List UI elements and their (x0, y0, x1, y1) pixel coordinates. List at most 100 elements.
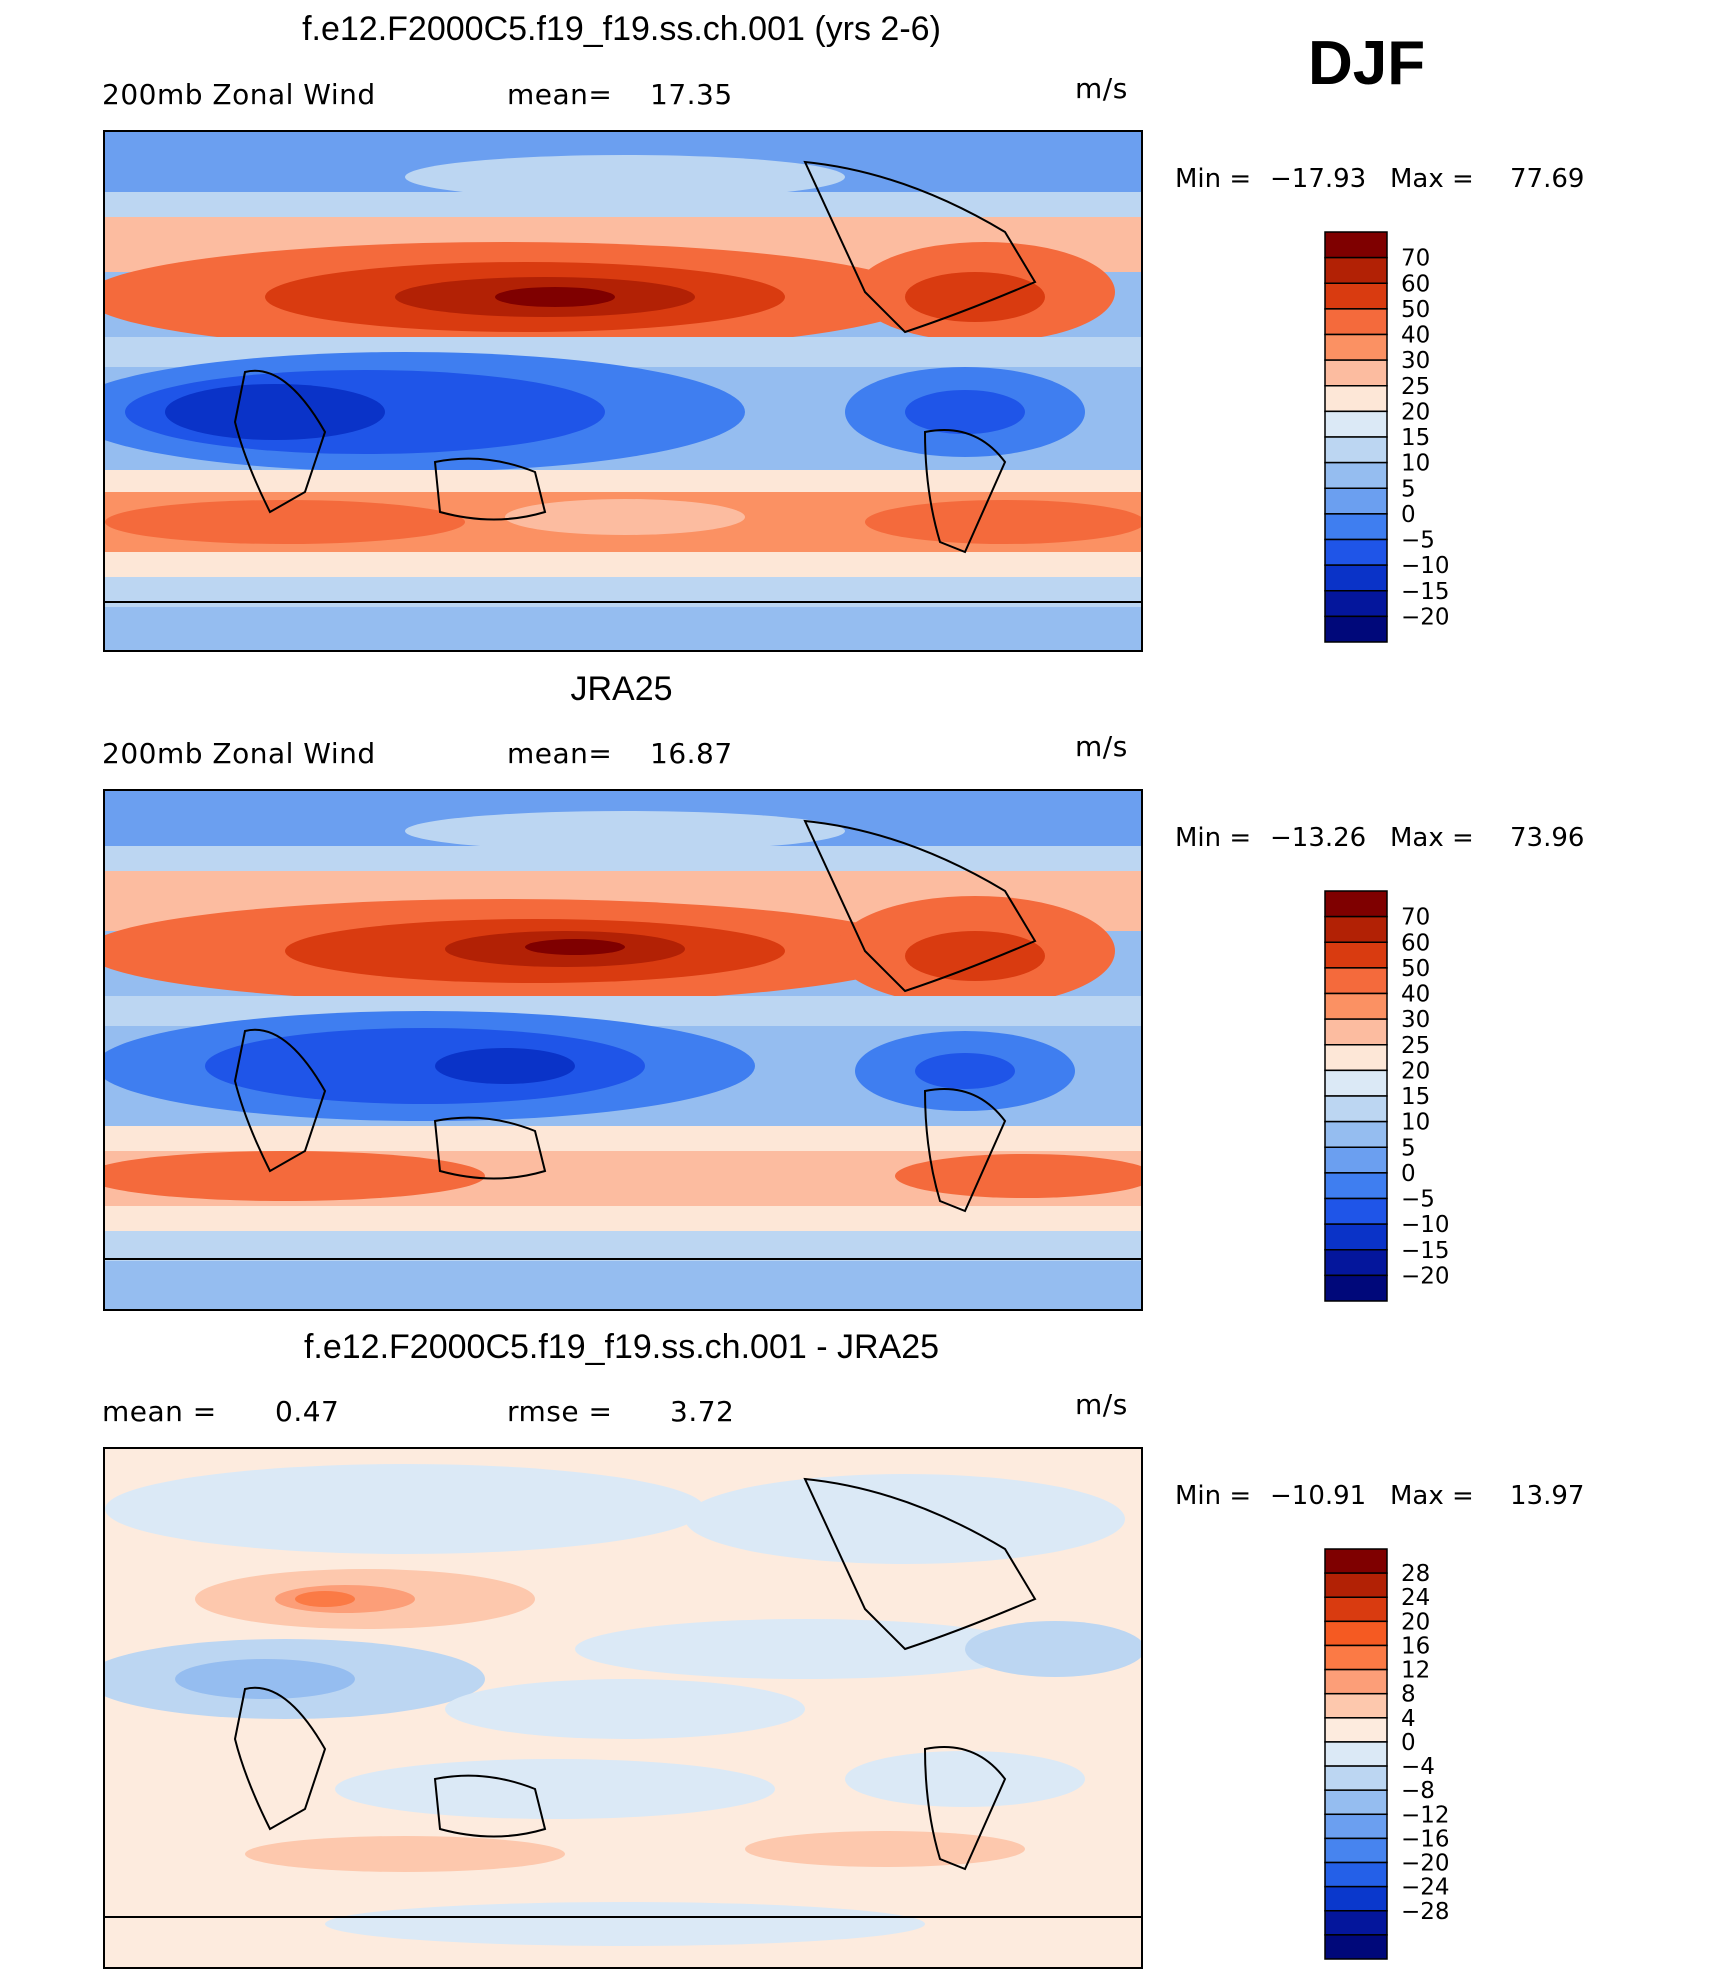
colorbar-swatch (1324, 1692, 1388, 1719)
panel-1-min-value: −17.93 (1270, 164, 1367, 194)
panel-2-units: m/s (1075, 730, 1128, 763)
panel-3-max-value: 13.97 (1510, 1481, 1585, 1511)
colorbar-tick-label: 15 (1401, 425, 1430, 451)
colorbar-swatch (1324, 1789, 1388, 1816)
panel-2-colorbar: 70 60 50 40 30 25 20 15 10 5 0 −5 −10 −15 −20 (1323, 889, 1563, 1314)
panel-3-mean-value: 0.47 (275, 1395, 340, 1428)
colorbar-swatch (1324, 231, 1388, 259)
colorbar-tick-label: 20 (1401, 1609, 1430, 1635)
colorbar-swatch (1324, 1765, 1388, 1791)
colorbar-swatch (1324, 1095, 1388, 1123)
colorbar-swatch (1324, 1596, 1388, 1623)
colorbar-swatch (1324, 967, 1388, 995)
colorbar-tick-label: 5 (1401, 1135, 1416, 1161)
colorbar-swatch (1324, 1018, 1388, 1046)
colorbar-swatch (1324, 1572, 1388, 1598)
colorbar-tick-label: 12 (1401, 1658, 1430, 1684)
colorbar-tick-label: −24 (1401, 1875, 1450, 1901)
colorbar-swatch (1324, 538, 1388, 566)
panel-1-max-value: 77.69 (1510, 164, 1585, 194)
colorbar-swatch (1324, 1223, 1388, 1251)
colorbar-swatch (1324, 1885, 1388, 1912)
colorbar-tick-label: 20 (1401, 1058, 1430, 1084)
panel-2-max-value: 73.96 (1510, 823, 1585, 853)
colorbar-swatch (1324, 992, 1388, 1020)
colorbar-tick-label: −15 (1401, 1238, 1450, 1264)
panel-1-min-label: Min = (1175, 164, 1252, 194)
panel-3-map (85, 1447, 1145, 1969)
colorbar-tick-label: −12 (1401, 1802, 1450, 1828)
panel-1-mean-value: 17.35 (650, 78, 733, 111)
colorbar-swatch (1324, 1249, 1388, 1277)
colorbar-swatch (1324, 1044, 1388, 1072)
colorbar-tick-label: 20 (1401, 399, 1430, 425)
colorbar-swatch (1324, 1837, 1388, 1864)
colorbar-swatch (1324, 1146, 1388, 1174)
colorbar-swatch (1324, 1668, 1388, 1695)
colorbar-swatch (1324, 890, 1388, 918)
colorbar-swatch (1324, 1813, 1388, 1840)
colorbar-swatch (1324, 1120, 1388, 1148)
panel-3-rmse-value: 3.72 (670, 1395, 735, 1428)
colorbar-swatch (1324, 436, 1388, 464)
colorbar-swatch (1324, 1861, 1388, 1888)
panel-3-min-label: Min = (1175, 1481, 1252, 1511)
panel-2-min-label: Min = (1175, 823, 1252, 853)
colorbar-tick-label: 60 (1401, 271, 1430, 297)
panel-3-mean-label: mean = (102, 1395, 217, 1428)
colorbar-swatch (1324, 941, 1388, 969)
colorbar-tick-label: 60 (1401, 930, 1430, 956)
colorbar-tick-label: 40 (1401, 982, 1430, 1008)
panel-1-colorbar: 70 60 50 40 30 25 20 15 10 5 0 −5 −10 −15 −20 (1323, 230, 1563, 655)
season-label: DJF (1308, 29, 1426, 98)
colorbar-swatch (1324, 461, 1388, 489)
colorbar-swatch (1324, 410, 1388, 438)
colorbar-swatch (1324, 513, 1388, 541)
panel-2-max-label: Max = (1390, 823, 1474, 853)
colorbar-swatch (1324, 385, 1388, 413)
panel-1-map (65, 130, 1145, 652)
colorbar-tick-label: 28 (1401, 1561, 1430, 1587)
colorbar-swatch (1324, 256, 1388, 284)
colorbar-tick-label: 0 (1401, 1161, 1416, 1187)
colorbar-swatch (1324, 915, 1388, 943)
panel-1-units: m/s (1075, 72, 1128, 105)
colorbar-swatch (1324, 359, 1388, 387)
panel-1-max-label: Max = (1390, 164, 1474, 194)
panel-1-title: f.e12.F2000C5.f19_f19.ss.ch.001 (yrs 2-6… (302, 10, 941, 48)
panel-3-rmse-label: rmse = (507, 1395, 613, 1428)
colorbar-tick-label: 10 (1401, 451, 1430, 477)
panel-2-min-value: −13.26 (1270, 823, 1367, 853)
colorbar-swatch (1324, 1172, 1388, 1200)
colorbar-tick-label: 70 (1401, 905, 1430, 931)
colorbar-swatch (1324, 1197, 1388, 1225)
colorbar-swatch (1324, 487, 1388, 515)
panel-3-colorbar: 28 24 20 16 12 8 4 0 −4 −8 −12 −16 −20 −24 −28 (1323, 1547, 1563, 1972)
colorbar-tick-label: −5 (1401, 528, 1435, 554)
colorbar-swatch (1324, 1910, 1388, 1936)
colorbar-tick-label: −15 (1401, 579, 1450, 605)
colorbar-tick-label: 4 (1401, 1706, 1416, 1732)
colorbar-tick-label: 30 (1401, 1007, 1430, 1033)
colorbar-tick-label: 30 (1401, 348, 1430, 374)
colorbar-tick-label: 10 (1401, 1110, 1430, 1136)
panel-3-max-label: Max = (1390, 1481, 1474, 1511)
colorbar-tick-label: 15 (1401, 1084, 1430, 1110)
colorbar-swatch (1324, 333, 1388, 361)
colorbar-tick-label: 16 (1401, 1633, 1430, 1659)
colorbar-tick-label: 25 (1401, 374, 1430, 400)
colorbar-swatch (1324, 308, 1388, 336)
colorbar-swatch (1324, 564, 1388, 592)
colorbar-swatch (1324, 1620, 1388, 1647)
colorbar-swatch (1324, 1741, 1388, 1767)
panel-3-units: m/s (1075, 1388, 1128, 1421)
panel-1-mean-label: mean= (507, 78, 613, 111)
colorbar-tick-label: 0 (1401, 502, 1416, 528)
colorbar-tick-label: 5 (1401, 476, 1416, 502)
panel-2-mean-value: 16.87 (650, 737, 733, 770)
colorbar-swatch (1324, 1548, 1388, 1574)
panel-2-variable-label: 200mb Zonal Wind (102, 737, 376, 770)
colorbar-swatch (1324, 282, 1388, 310)
colorbar-tick-label: 50 (1401, 956, 1430, 982)
colorbar-swatch (1324, 590, 1388, 618)
